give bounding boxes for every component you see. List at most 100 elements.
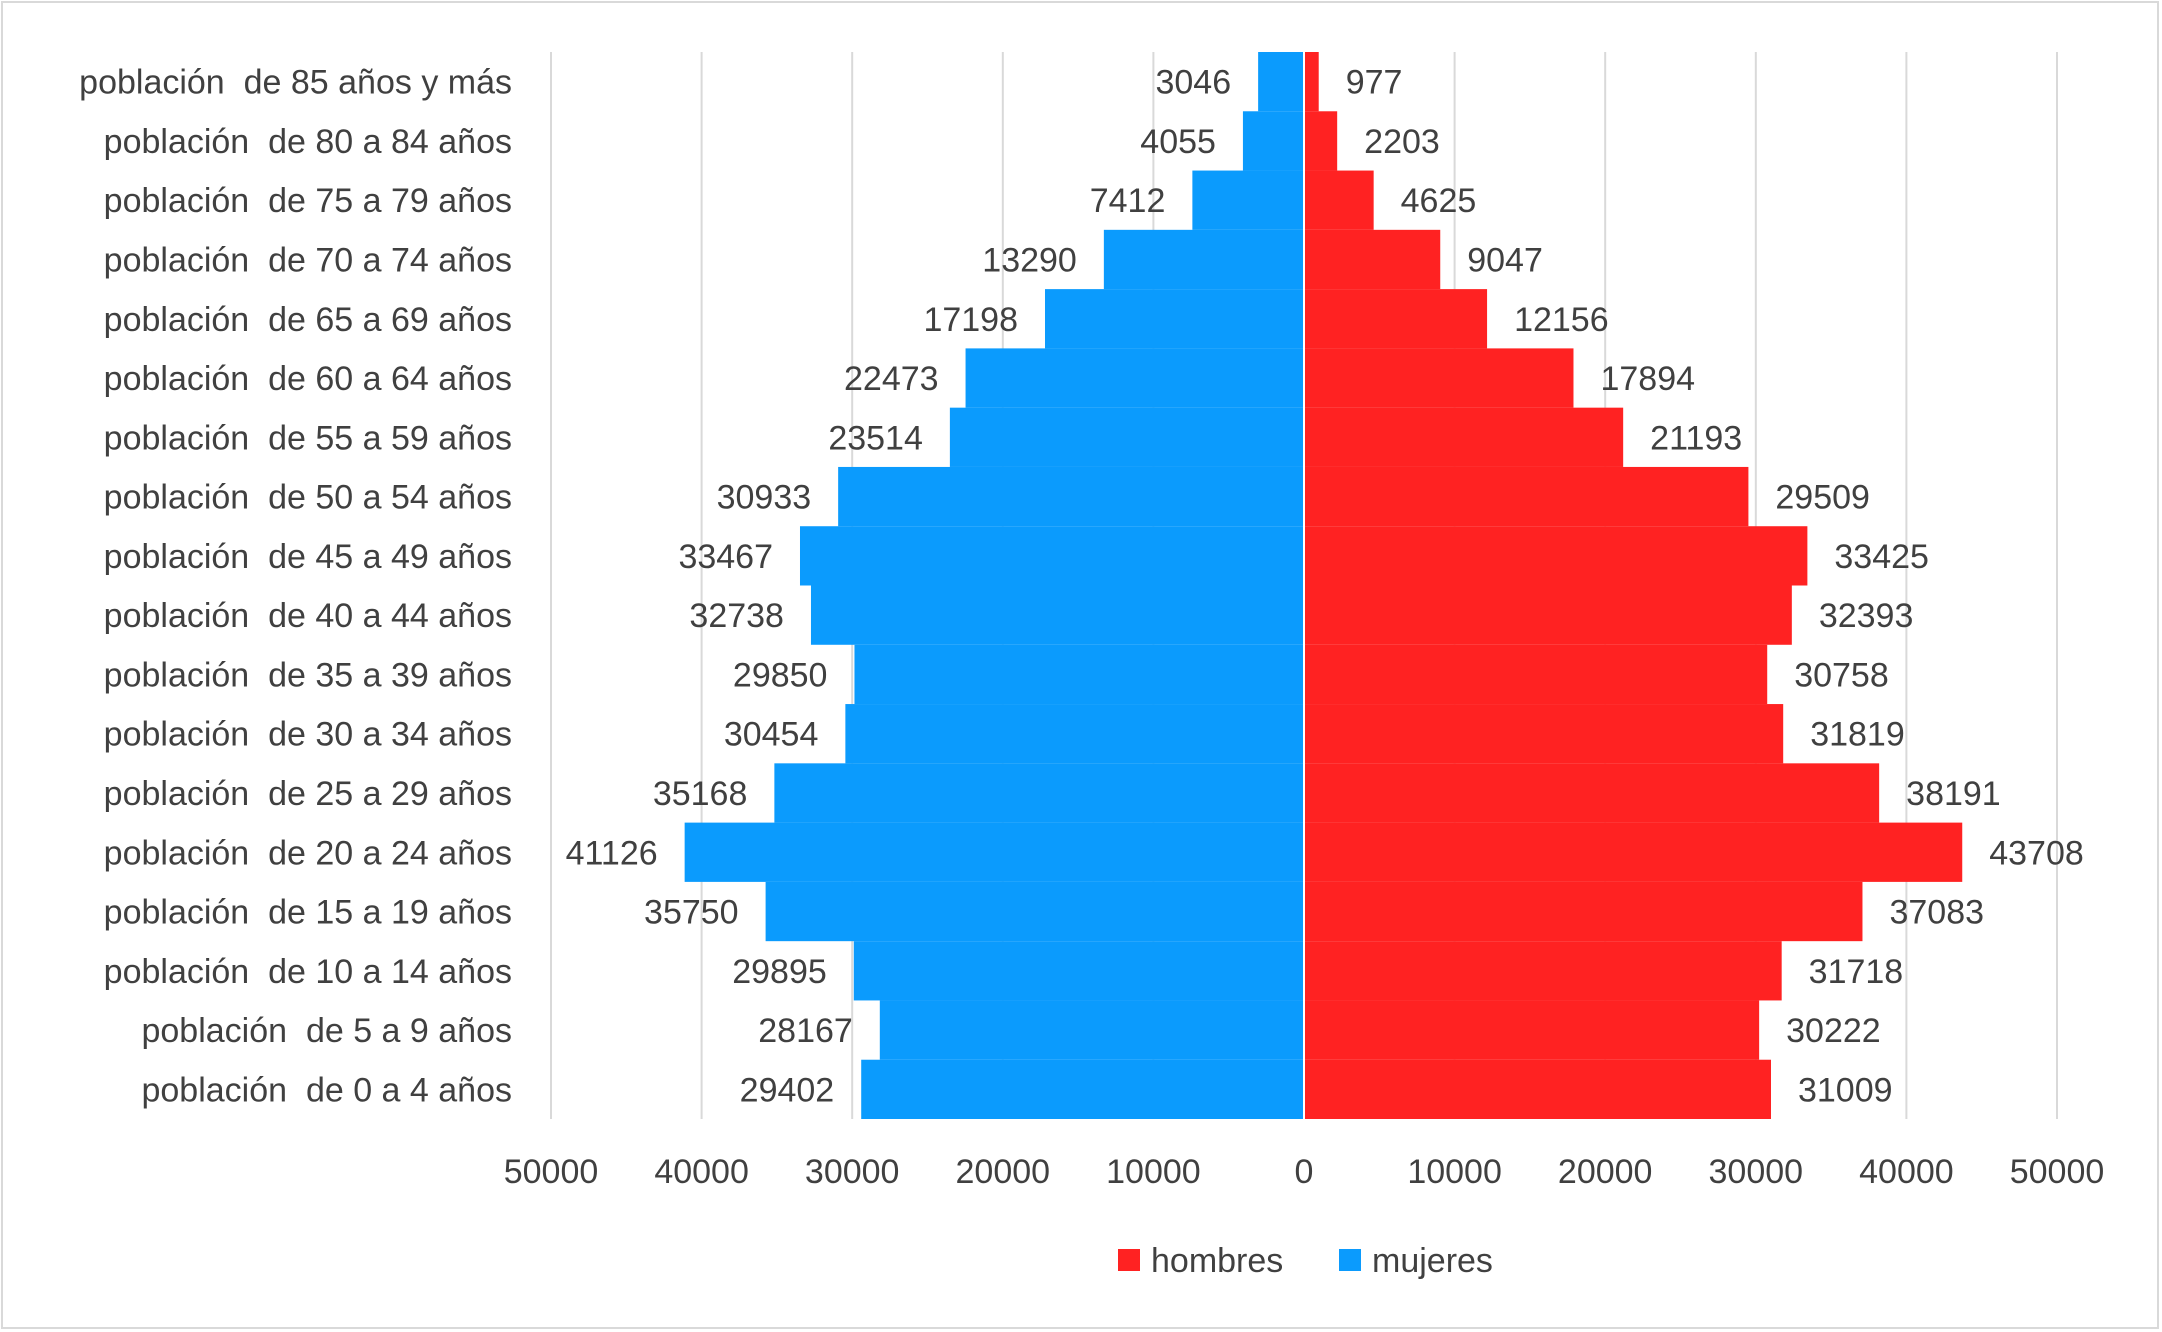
data-label-hombres: 9047 [1467, 241, 1543, 279]
bar-hombres [1304, 822, 1963, 882]
bar-mujeres [1258, 52, 1304, 112]
data-label-hombres: 4625 [1401, 182, 1477, 220]
data-label-hombres: 38191 [1906, 775, 2001, 813]
bar-hombres [1304, 348, 1574, 408]
data-label-mujeres: 30933 [717, 479, 812, 517]
category-label: población de 10 a 14 años [104, 953, 512, 991]
bar-mujeres [799, 526, 1304, 586]
legend-swatch-hombres [1118, 1249, 1140, 1271]
category-label: población de 65 a 69 años [104, 301, 512, 339]
bar-hombres [1304, 289, 1488, 349]
bar-hombres [1304, 229, 1441, 290]
data-label-hombres: 30758 [1794, 656, 1889, 694]
legend[interactable]: hombres mujeres [1118, 1242, 1493, 1280]
data-label-hombres: 30222 [1786, 1012, 1881, 1050]
x-tick-label: 30000 [1709, 1153, 1804, 1191]
data-label-mujeres: 4055 [1140, 123, 1216, 161]
data-label-mujeres: 23514 [828, 419, 923, 457]
legend-label-mujeres: mujeres [1372, 1242, 1493, 1280]
x-tick-label: 20000 [956, 1153, 1051, 1191]
data-label-mujeres: 33467 [678, 538, 773, 576]
bar-hombres [1304, 941, 1782, 1001]
data-label-mujeres: 35750 [644, 894, 739, 932]
bar-mujeres [949, 407, 1304, 467]
bar-hombres [1304, 644, 1768, 705]
data-label-mujeres: 32738 [689, 597, 784, 635]
data-label-mujeres: 22473 [844, 360, 939, 398]
bar-mujeres [774, 763, 1304, 823]
value-axis: 50000 40000 30000 20000 10000 0 10000 20000 3000… [504, 1153, 2105, 1191]
bar-mujeres [845, 704, 1304, 764]
data-label-mujeres: 7412 [1090, 182, 1166, 220]
legend-label-hombres: hombres [1151, 1242, 1283, 1280]
bar-hombres [1304, 585, 1792, 645]
legend-item-mujeres[interactable]: mujeres [1339, 1242, 1493, 1280]
x-tick-label: 40000 [654, 1153, 749, 1191]
bar-mujeres [854, 644, 1304, 705]
bar-hombres [1304, 407, 1624, 467]
data-label-mujeres: 28167 [758, 1012, 853, 1050]
bar-mujeres [765, 881, 1304, 942]
category-label: población de 70 a 74 años [104, 241, 512, 279]
x-tick-label: 40000 [1859, 1153, 1954, 1191]
data-label-hombres: 31009 [1798, 1071, 1893, 1109]
legend-swatch-mujeres [1339, 1249, 1361, 1271]
legend-item-hombres[interactable]: hombres [1118, 1242, 1283, 1280]
data-label-hombres: 17894 [1600, 360, 1695, 398]
bar-hombres [1304, 466, 1749, 527]
data-label-hombres: 31819 [1810, 716, 1905, 754]
category-label: población de 80 a 84 años [104, 123, 512, 161]
bar-hombres [1304, 1059, 1771, 1119]
category-label: población de 85 años y más [79, 64, 512, 102]
bar-hombres [1304, 881, 1863, 942]
data-label-hombres: 12156 [1514, 301, 1609, 339]
bar-mujeres [861, 1059, 1304, 1119]
bar-hombres [1304, 1000, 1760, 1060]
data-label-hombres: 31718 [1809, 953, 1904, 991]
bars [684, 52, 1963, 1119]
data-label-mujeres: 3046 [1155, 64, 1231, 102]
data-label-mujeres: 29895 [732, 953, 827, 991]
category-label: población de 15 a 19 años [104, 894, 512, 932]
x-tick-label: 50000 [2010, 1153, 2105, 1191]
data-label-hombres: 37083 [1889, 894, 1984, 932]
bar-hombres [1304, 111, 1338, 171]
data-label-hombres: 21193 [1650, 419, 1742, 457]
x-tick-label: 50000 [504, 1153, 599, 1191]
data-label-mujeres: 17198 [923, 301, 1018, 339]
data-label-mujeres: 41126 [566, 834, 658, 872]
bar-hombres [1304, 526, 1808, 586]
category-label: población de 55 a 59 años [104, 419, 512, 457]
data-label-mujeres: 35168 [653, 775, 748, 813]
bar-mujeres [838, 466, 1304, 527]
x-tick-label: 0 [1295, 1153, 1314, 1191]
bar-hombres [1304, 704, 1784, 764]
data-label-hombres: 32393 [1819, 597, 1914, 635]
data-label-hombres: 977 [1346, 64, 1403, 102]
x-tick-label: 10000 [1106, 1153, 1201, 1191]
bar-hombres [1304, 52, 1319, 112]
data-label-hombres: 29509 [1775, 479, 1870, 517]
category-label: población de 20 a 24 años [104, 834, 512, 872]
bar-mujeres [853, 941, 1304, 1001]
category-label: población de 50 a 54 años [104, 479, 512, 517]
data-label-mujeres: 29402 [740, 1071, 835, 1109]
bar-mujeres [1242, 111, 1304, 171]
x-tick-label: 10000 [1407, 1153, 1502, 1191]
bar-hombres [1304, 763, 1880, 823]
data-labels: 977 2203 4625 9047 12156 17894 21193 29509 33425… [566, 64, 2084, 1110]
category-label: población de 30 a 34 años [104, 716, 512, 754]
category-label: población de 75 a 79 años [104, 182, 512, 220]
x-tick-label: 20000 [1558, 1153, 1653, 1191]
bar-mujeres [1192, 170, 1304, 230]
data-label-hombres: 2203 [1364, 123, 1440, 161]
bar-mujeres [1103, 229, 1304, 290]
data-label-hombres: 33425 [1834, 538, 1929, 576]
data-label-mujeres: 30454 [724, 716, 819, 754]
bar-mujeres [810, 585, 1304, 645]
category-axis: población de 85 años y más población de 8… [79, 64, 512, 1110]
data-label-mujeres: 29850 [733, 656, 828, 694]
data-label-mujeres: 13290 [982, 241, 1077, 279]
bar-hombres [1304, 170, 1374, 230]
bar-mujeres [965, 348, 1304, 408]
